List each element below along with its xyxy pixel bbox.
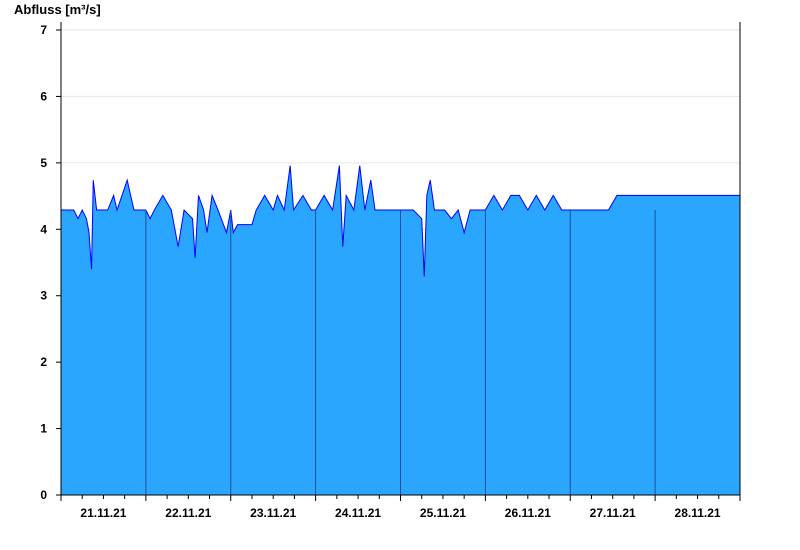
x-tick-label: 25.11.21 xyxy=(420,506,466,520)
y-tick-label: 2 xyxy=(40,355,47,369)
x-tick-label: 21.11.21 xyxy=(80,506,126,520)
x-tick-label: 27.11.21 xyxy=(590,506,636,520)
x-tick-label: 28.11.21 xyxy=(675,506,721,520)
y-tick-label: 4 xyxy=(40,222,47,236)
series-line xyxy=(61,165,740,277)
y-tick-label: 3 xyxy=(40,289,47,303)
y-tick-label: 6 xyxy=(40,89,47,103)
x-tick-label: 22.11.21 xyxy=(165,506,211,520)
y-tick-label: 5 xyxy=(40,156,47,170)
x-tick-label: 26.11.21 xyxy=(505,506,551,520)
x-tick-label: 23.11.21 xyxy=(250,506,296,520)
day-dividers xyxy=(145,210,656,495)
x-tick-label: 24.11.21 xyxy=(335,506,381,520)
x-ticks: 21.11.21 22.11.21 23.11.21 24.11.21 25.11.21… xyxy=(60,495,741,520)
y-tick-label: 0 xyxy=(40,488,47,502)
y-ticks: 0 1 2 3 4 5 6 7 xyxy=(40,23,61,502)
y-axis-label: Abfluss [m³/s] xyxy=(14,2,101,17)
y-tick-label: 7 xyxy=(40,23,47,37)
y-tick-label: 1 xyxy=(40,422,47,436)
